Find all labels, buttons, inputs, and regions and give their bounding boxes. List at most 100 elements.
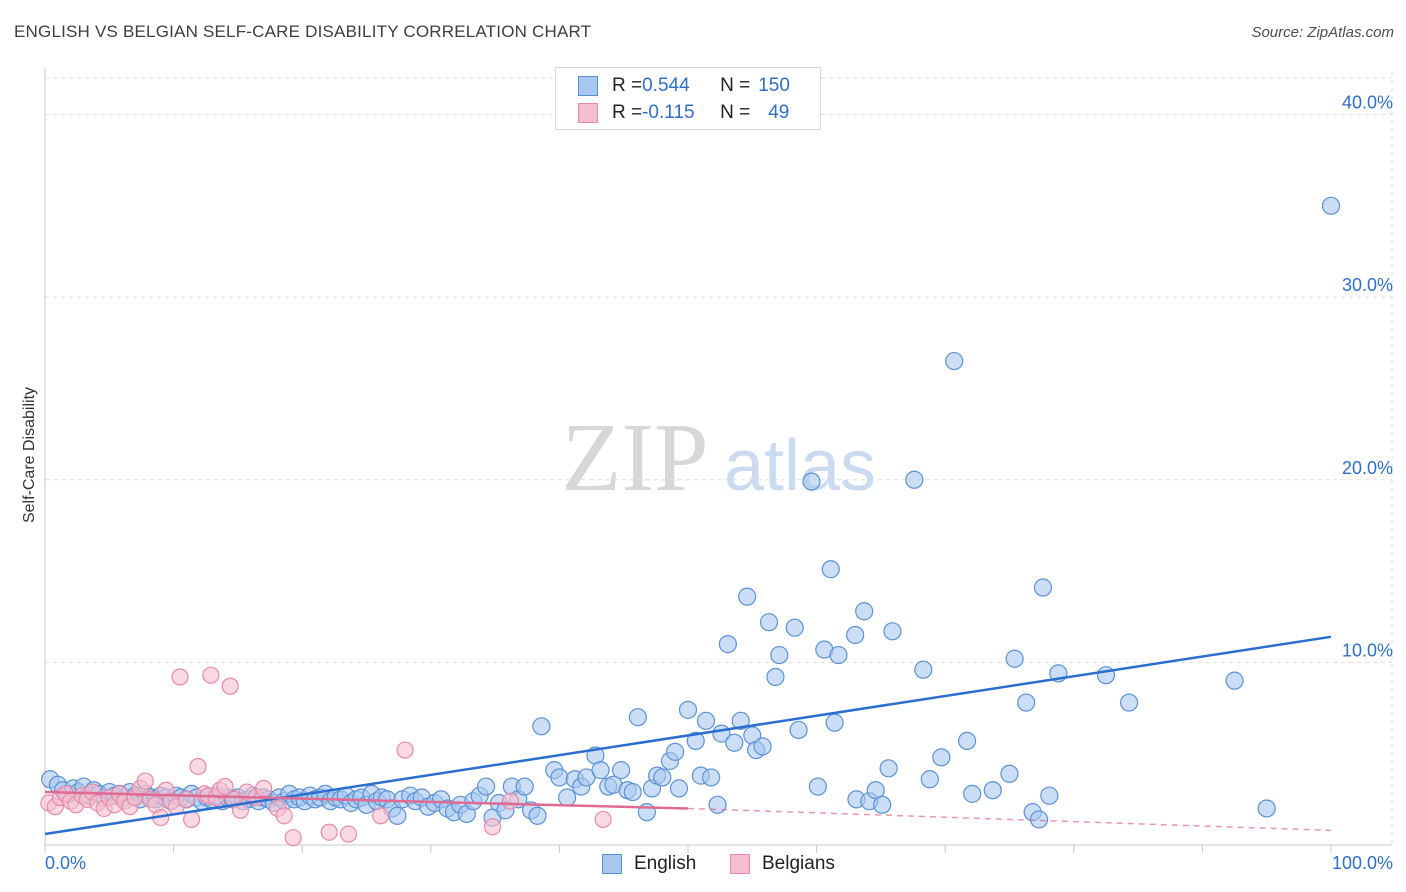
english-point bbox=[1257, 799, 1276, 818]
bottom-legend-belgians[interactable]: Belgians bbox=[730, 852, 835, 876]
english-point bbox=[738, 587, 757, 606]
english-point bbox=[702, 768, 721, 787]
belgian-point bbox=[339, 825, 358, 843]
english-point bbox=[963, 784, 982, 803]
english-point bbox=[1029, 810, 1049, 829]
belgian-point bbox=[372, 807, 390, 825]
belgian-point bbox=[171, 668, 189, 686]
english-point bbox=[1119, 693, 1139, 712]
watermark-atlas: atlas bbox=[724, 426, 876, 506]
english-point bbox=[932, 748, 951, 767]
english-legend-swatch bbox=[602, 854, 622, 874]
belgians-n-label: N = bbox=[720, 102, 751, 123]
english-point bbox=[1000, 764, 1019, 783]
english-point bbox=[476, 777, 496, 796]
english-point bbox=[1033, 578, 1053, 597]
english-point bbox=[829, 645, 848, 665]
belgian-point bbox=[189, 757, 207, 776]
english-point bbox=[1005, 649, 1024, 668]
belgians-n-value: 49 bbox=[768, 102, 790, 123]
y-tick-label: 40.0% bbox=[1342, 93, 1393, 113]
english-point bbox=[1321, 196, 1341, 215]
english-r-label: R = bbox=[612, 75, 643, 96]
belgian-point bbox=[483, 818, 502, 836]
english-point bbox=[873, 795, 892, 814]
belgians-swatch bbox=[578, 103, 598, 123]
trendlines bbox=[44, 635, 1332, 836]
english-point bbox=[696, 711, 716, 730]
belgian-point bbox=[183, 810, 201, 829]
english-point bbox=[628, 708, 647, 727]
belgian-point bbox=[216, 777, 234, 796]
english-point bbox=[789, 720, 808, 740]
y-tick-label: 20.0% bbox=[1342, 458, 1393, 478]
english-point bbox=[718, 635, 737, 654]
english-point bbox=[770, 645, 789, 665]
english-point bbox=[905, 470, 924, 489]
english-point bbox=[528, 806, 547, 825]
belgian-point bbox=[501, 792, 520, 810]
english-legend-label: English bbox=[634, 853, 697, 874]
belgian-point bbox=[255, 779, 273, 797]
english-point bbox=[725, 733, 744, 752]
bottom-legend-english[interactable]: English bbox=[602, 852, 696, 876]
english-point bbox=[388, 806, 407, 825]
english-point bbox=[821, 560, 840, 579]
data-points bbox=[40, 196, 1341, 847]
english-point bbox=[1017, 693, 1036, 712]
belgians-r-value: -0.115 bbox=[642, 102, 695, 123]
english-point bbox=[914, 660, 933, 679]
english-point bbox=[591, 761, 610, 780]
belgian-point bbox=[221, 677, 239, 695]
english-point bbox=[550, 768, 569, 787]
source-label: Source: ZipAtlas.com bbox=[1251, 24, 1394, 41]
belgian-point bbox=[136, 772, 154, 790]
belgian-point bbox=[177, 790, 196, 808]
english-point bbox=[1040, 786, 1059, 805]
english-point bbox=[653, 768, 672, 787]
english-point bbox=[1225, 671, 1244, 690]
english-n-value: 150 bbox=[758, 75, 790, 96]
legend-row-english: R = 0.544 N = 150 bbox=[578, 74, 790, 98]
stats-legend: R = 0.544 N = 150 R = -0.115 N = 49 bbox=[555, 67, 821, 130]
english-point bbox=[855, 602, 874, 621]
english-trendline bbox=[44, 635, 1332, 836]
english-point bbox=[983, 781, 1002, 800]
belgians-legend-swatch bbox=[730, 854, 750, 874]
belgian-point bbox=[231, 801, 250, 819]
english-point bbox=[957, 731, 977, 751]
english-point bbox=[623, 782, 642, 802]
english-point bbox=[883, 622, 902, 641]
tick-labels: 10.0% 20.0% 30.0% 40.0% 0.0% 100.0% bbox=[45, 93, 1393, 873]
english-n-label: N = bbox=[720, 75, 751, 96]
belgian-point bbox=[275, 807, 293, 825]
english-point bbox=[612, 761, 631, 780]
watermark-zip: ZIP bbox=[562, 404, 709, 512]
english-point bbox=[666, 742, 685, 761]
english-point bbox=[846, 625, 865, 645]
chart-title: ENGLISH VS BELGIAN SELF-CARE DISABILITY … bbox=[14, 22, 592, 41]
english-point bbox=[945, 351, 964, 371]
axes bbox=[44, 68, 1392, 853]
x-tick-label-min: 0.0% bbox=[45, 853, 86, 873]
english-point bbox=[708, 795, 727, 814]
belgian-point bbox=[284, 829, 302, 847]
english-point bbox=[759, 613, 779, 632]
belgians-r-label: R = bbox=[612, 102, 643, 123]
belgian-point bbox=[320, 823, 338, 841]
english-point bbox=[731, 711, 750, 730]
english-point bbox=[678, 700, 698, 719]
english-swatch bbox=[578, 76, 598, 96]
belgians-trendline bbox=[44, 790, 689, 810]
english-point bbox=[577, 768, 596, 787]
belgian-point bbox=[202, 666, 220, 684]
english-point bbox=[808, 777, 827, 796]
english-point bbox=[558, 788, 577, 807]
belgians-trendline-extension bbox=[687, 807, 1332, 832]
english-r-value: 0.544 bbox=[642, 75, 690, 96]
y-tick-label: 10.0% bbox=[1342, 640, 1393, 660]
english-point bbox=[753, 737, 772, 756]
english-point bbox=[766, 667, 785, 687]
belgian-point bbox=[594, 810, 612, 829]
